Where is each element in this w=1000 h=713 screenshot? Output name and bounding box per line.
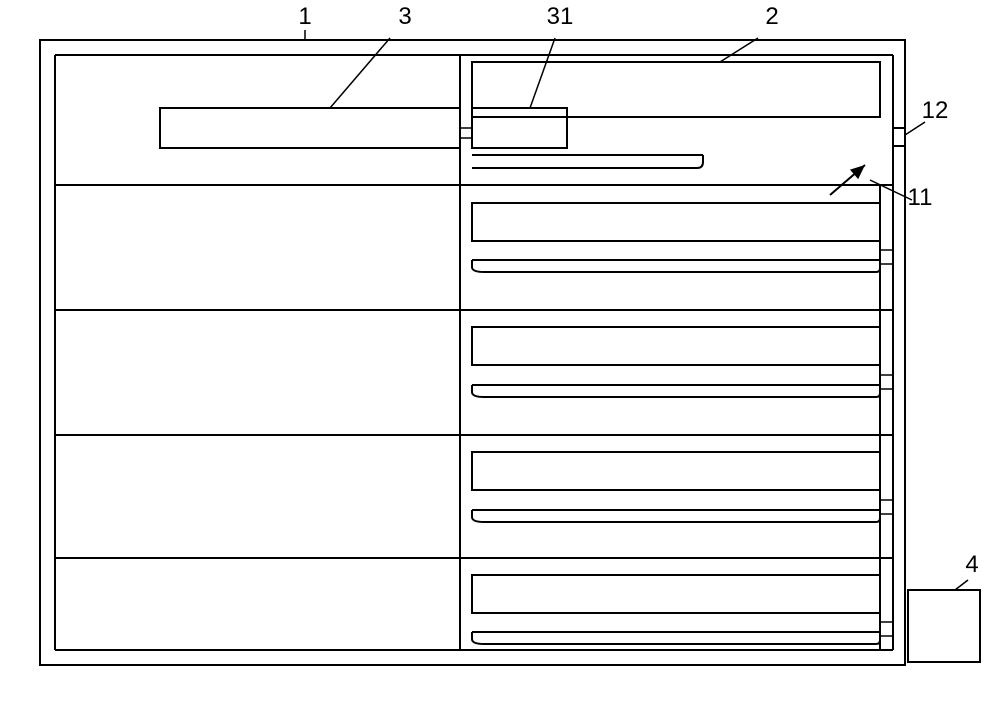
label: 12 bbox=[922, 97, 949, 124]
label: 11 bbox=[908, 184, 933, 211]
label: 4 bbox=[965, 551, 978, 578]
label: 31 bbox=[547, 3, 574, 30]
label: 3 bbox=[398, 3, 411, 30]
label: 2 bbox=[765, 3, 778, 30]
technical-diagram: 1 3 31 2 12 11 4 bbox=[0, 0, 1000, 713]
label: 1 bbox=[298, 3, 311, 30]
